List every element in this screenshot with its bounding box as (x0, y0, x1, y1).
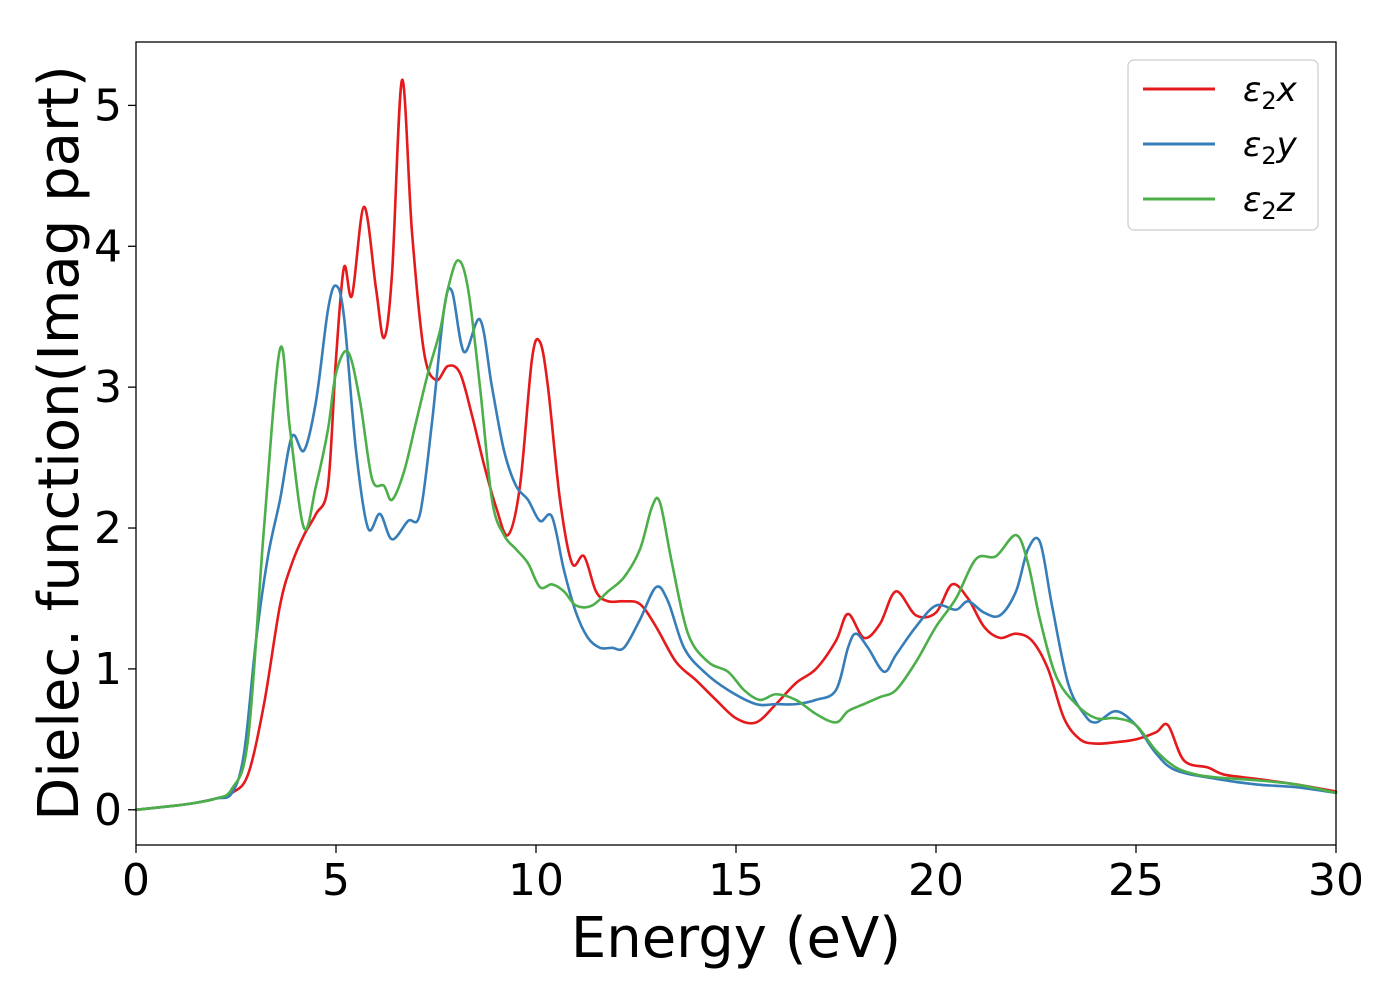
x-tick-label: 25 (1108, 855, 1164, 906)
x-axis: 0 5 10 15 20 25 30 (122, 845, 1364, 906)
y-tick-label: 1 (94, 644, 122, 695)
legend-label-y: ε2y (1243, 125, 1298, 170)
x-tick-label: 15 (708, 855, 764, 906)
y-tick-label: 5 (94, 80, 122, 131)
y-tick-label: 2 (94, 503, 122, 554)
y-tick-label: 0 (94, 785, 122, 836)
legend-box (1127, 59, 1319, 231)
x-tick-label: 5 (322, 855, 350, 906)
legend-label-z: ε2z (1243, 180, 1296, 225)
x-tick-label: 10 (508, 855, 564, 906)
y-tick-label: 3 (94, 362, 122, 413)
series-line-z (134, 259, 1338, 812)
series-line-x (134, 78, 1338, 812)
x-tick-label: 20 (908, 855, 964, 906)
y-axis: 0 1 2 3 4 5 (94, 80, 136, 836)
y-axis-label: Dielec. function(Imag part) (27, 65, 92, 821)
x-tick-label: 30 (1308, 855, 1364, 906)
x-axis-label: Energy (eV) (571, 906, 901, 971)
series-layer (134, 78, 1338, 812)
legend-label-x: ε2x (1243, 70, 1298, 115)
series-line-y (134, 284, 1338, 812)
y-tick-label: 4 (94, 221, 122, 272)
legend: ε2x ε2y ε2z (1127, 59, 1319, 231)
x-tick-label: 0 (122, 855, 150, 906)
